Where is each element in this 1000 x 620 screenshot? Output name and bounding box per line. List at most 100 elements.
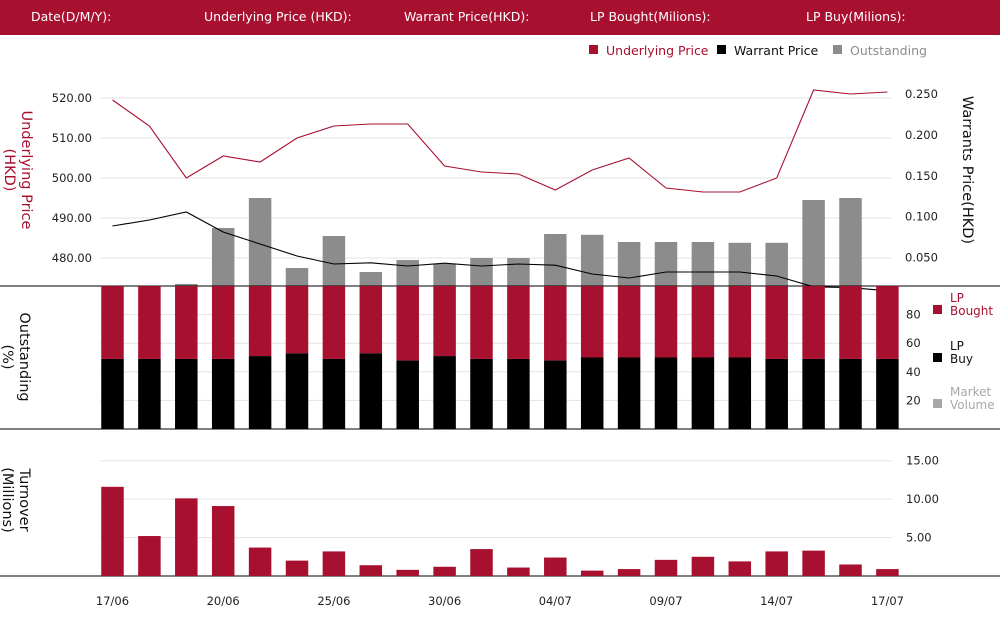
lp-buy-bar [101, 358, 124, 429]
turnover-bar [396, 569, 419, 576]
lp-bought-bar [617, 286, 641, 358]
lp-buy-bar [433, 356, 456, 429]
outstanding-bar [802, 200, 825, 286]
outstanding-bar [175, 284, 198, 286]
outstanding-bar [691, 242, 715, 286]
right-axis-tick-label: 0.250 [905, 87, 938, 101]
lp-buy-bar [359, 353, 383, 429]
right-axis-title-line: Warrants Price(HKD) [959, 96, 975, 244]
lp-bought-bar [470, 286, 493, 359]
middle-legend-label-line: Bought [950, 304, 993, 318]
left-axis-title-line: Underlying Price [18, 111, 34, 230]
underlying-price-line [112, 89, 888, 193]
left-axis-tick-label: 510.00 [52, 131, 92, 145]
lp-bought-bar [285, 286, 309, 354]
left-axis-tick-label: 520.00 [52, 91, 92, 105]
outstanding-bar [211, 228, 235, 286]
turnover-bar [691, 556, 715, 576]
turnover-bar [876, 569, 899, 576]
warrant-price-line [112, 211, 888, 292]
middle-legend-label: Market Volume [950, 385, 995, 412]
lp-buy-bar [839, 358, 862, 429]
turnover-bar [211, 506, 235, 576]
lp-buy-bar [654, 357, 678, 429]
middle-axis-tick-label: 80 [906, 308, 921, 322]
lp-buy-bar [544, 360, 567, 429]
lp-buy-label: LP Buy(Milions): [806, 9, 906, 24]
lp-bought-bar [322, 286, 346, 359]
middle-legend-swatch [933, 353, 942, 362]
lp-buy-bar [470, 358, 493, 429]
turnover-bar [285, 560, 309, 576]
outstanding-bar [359, 272, 383, 286]
warrant-price-label: Warrant Price(HKD): [404, 9, 530, 24]
bottom-axis-title-line: (Millions) [0, 467, 15, 533]
turnover-bar [728, 561, 752, 576]
bottom-axis-title-line: Turnover [16, 467, 32, 531]
lp-bought-bar [396, 286, 419, 361]
lp-bought-bar [175, 286, 198, 359]
lp-bought-bar [211, 286, 235, 359]
lp-bought-bar [765, 286, 788, 359]
x-axis-tick-label: 14/07 [760, 594, 793, 608]
turnover-bar [433, 566, 456, 576]
turnover-bar [654, 559, 678, 576]
lp-bought-bar [359, 286, 383, 354]
turnover-bar [839, 564, 862, 576]
lp-buy-bar [211, 358, 235, 429]
turnover-bar [322, 551, 346, 576]
right-axis-title: Warrants Price(HKD) [959, 96, 975, 244]
middle-axis-title-line: (%) [0, 344, 15, 369]
lp-buy-bar [802, 358, 825, 429]
outstanding-bar [322, 236, 346, 286]
legend-swatch [833, 45, 842, 54]
outstanding-bar [433, 264, 456, 286]
bottom-axis-title: Turnover(Millions) [0, 467, 32, 533]
middle-legend-label-line: LP [950, 291, 964, 305]
lp-buy-bar [728, 357, 752, 429]
outstanding-bar [765, 242, 788, 286]
outstanding-bar [654, 242, 678, 286]
lp-buy-bar [322, 358, 346, 429]
x-axis-tick-label: 04/07 [539, 594, 572, 608]
lp-bought-bar [544, 286, 567, 361]
lp-buy-bar [138, 358, 161, 429]
lp-buy-bar [175, 358, 198, 429]
lp-bought-bar [138, 286, 161, 359]
outstanding-bar [507, 258, 530, 286]
lp-bought-bar [507, 286, 530, 359]
lp-bought-bar [580, 286, 604, 358]
lp-buy-bar [691, 357, 715, 429]
middle-legend-swatch [933, 399, 942, 408]
underlying-price-label: Underlying Price (HKD): [204, 9, 352, 24]
lp-buy-bar [507, 358, 530, 429]
outstanding-bar [728, 242, 752, 286]
outstanding-bar [248, 198, 272, 286]
x-axis-tick-label: 20/06 [207, 594, 240, 608]
turnover-bar [101, 486, 124, 576]
turnover-bar [175, 498, 198, 576]
lp-buy-bar [248, 356, 272, 429]
lp-buy-bar [876, 358, 899, 429]
middle-legend-label-line: Volume [950, 398, 995, 412]
middle-legend-label: LP Bought [950, 291, 993, 318]
x-axis-tick-label: 09/07 [649, 594, 682, 608]
right-axis-tick-label: 0.100 [905, 210, 938, 224]
outstanding-bar [580, 234, 604, 286]
x-axis-tick-label: 17/06 [96, 594, 129, 608]
x-axis-tick-label: 25/06 [317, 594, 350, 608]
turnover-bar [617, 569, 641, 576]
turnover-bar [580, 570, 604, 576]
lp-bought-bar [433, 286, 456, 357]
outstanding-bar [544, 234, 567, 286]
bottom-axis-tick-label: 5.00 [906, 531, 932, 545]
middle-axis-tick-label: 20 [906, 393, 921, 407]
lp-bought-bar [654, 286, 678, 358]
right-axis-tick-label: 0.150 [905, 169, 938, 183]
middle-legend-label: LP Buy [950, 339, 973, 366]
left-axis-tick-label: 480.00 [52, 251, 92, 265]
lp-bought-bar [802, 286, 825, 359]
right-axis-tick-label: 0.050 [905, 250, 938, 264]
